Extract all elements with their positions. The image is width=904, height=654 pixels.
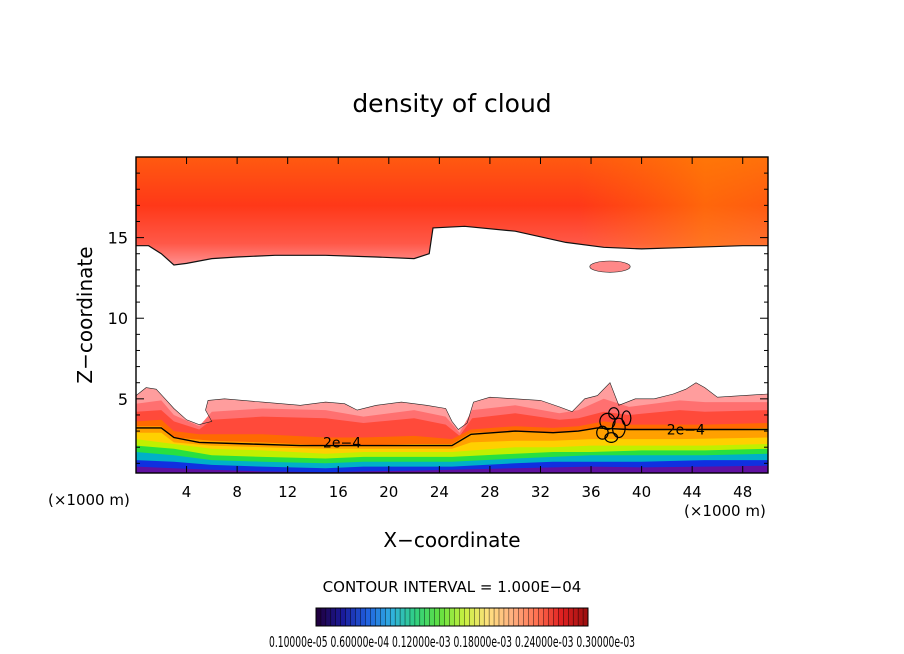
convective-contour-loop-2 bbox=[608, 407, 620, 420]
colorbar-swatch bbox=[558, 607, 564, 627]
colorbar-swatch bbox=[483, 607, 490, 627]
y-axis: 5 10 15 bbox=[108, 172, 768, 464]
colorbar-swatch bbox=[394, 607, 401, 627]
colorbar-swatch bbox=[325, 607, 332, 627]
x-unit-left: (×1000 m) bbox=[48, 491, 130, 509]
colorbar-frame bbox=[315, 607, 589, 627]
colorbar-swatch bbox=[414, 607, 421, 627]
colorbar-swatch bbox=[568, 607, 574, 627]
colorbar-swatch bbox=[469, 607, 475, 627]
colorbar-swatch bbox=[553, 607, 559, 627]
colorbar-swatch bbox=[340, 607, 347, 627]
colorbar-swatch bbox=[375, 607, 381, 627]
colorbar-swatch bbox=[488, 607, 495, 627]
colorbar-swatch bbox=[439, 607, 446, 627]
colorbar-swatch bbox=[523, 607, 530, 627]
colorbar-swatch bbox=[572, 607, 579, 627]
x-unit-right: (×1000 m) bbox=[684, 502, 766, 520]
x-tick-label: 12 bbox=[278, 483, 297, 501]
y-tick-label: 15 bbox=[108, 229, 128, 248]
colorbar-swatch bbox=[464, 607, 470, 627]
colorbar-swatch bbox=[538, 607, 544, 627]
colorbar-swatch bbox=[380, 607, 386, 627]
colorbar-swatch bbox=[459, 607, 465, 627]
colorbar-swatch bbox=[508, 607, 515, 627]
convective-contour-tangle bbox=[596, 407, 632, 443]
x-tick-label: 32 bbox=[531, 483, 550, 501]
y-tick-label: 10 bbox=[108, 309, 128, 328]
x-tick-label: 16 bbox=[329, 483, 348, 501]
x-axis: 4 8 12 16 20 24 28 32 36 40 44 48 bbox=[182, 157, 752, 501]
colorbar-swatch bbox=[385, 607, 391, 627]
y-tick-label: 5 bbox=[118, 390, 128, 409]
convective-contour-loop-1 bbox=[611, 417, 626, 439]
colorbar-swatch bbox=[350, 607, 357, 627]
colorbar-swatch bbox=[320, 607, 327, 627]
colorbar-swatch bbox=[429, 607, 436, 627]
lower-cloud-boundary-contour bbox=[136, 382, 768, 430]
convective-contour-loop-4 bbox=[621, 410, 632, 427]
colorbar-swatch bbox=[513, 607, 520, 627]
chart-title: density of cloud bbox=[352, 89, 551, 118]
plot-area bbox=[136, 157, 768, 473]
x-tick-label: 40 bbox=[632, 483, 651, 501]
cloud-band-9 bbox=[136, 465, 768, 473]
colorbar-swatch bbox=[330, 607, 337, 627]
colorbar-swatch bbox=[548, 607, 554, 627]
contour-label-0: 2e−4 bbox=[323, 435, 361, 451]
colorbar-swatch bbox=[503, 607, 510, 627]
x-tick-label: 44 bbox=[683, 483, 702, 501]
y-axis-label: Z−coordinate bbox=[73, 246, 97, 383]
convective-contour-loop-5 bbox=[604, 432, 619, 443]
colorbar-swatch bbox=[355, 607, 362, 627]
colorbar-swatch bbox=[528, 607, 535, 627]
x-tick-label: 4 bbox=[182, 483, 192, 501]
colorbar-swatch bbox=[493, 607, 500, 627]
colorbar-swatch bbox=[454, 607, 460, 627]
colorbar bbox=[315, 607, 589, 627]
colorbar-swatch bbox=[498, 607, 505, 627]
upper-cloud-boundary-contour bbox=[136, 225, 768, 266]
contour-line-2e-4 bbox=[136, 427, 768, 447]
colorbar-swatch bbox=[533, 607, 540, 627]
colorbar-swatch bbox=[399, 607, 406, 627]
colorbar-swatch bbox=[419, 607, 426, 627]
colorbar-swatch bbox=[479, 607, 485, 627]
contour-interval-text: CONTOUR INTERVAL = 1.000E−04 bbox=[323, 578, 582, 596]
colorbar-swatch bbox=[345, 607, 352, 627]
contour-label-1: 2e−4 bbox=[667, 422, 705, 438]
colorbar-swatch bbox=[409, 607, 416, 627]
colorbar-swatch bbox=[370, 607, 376, 627]
colorbar-swatch bbox=[404, 607, 411, 627]
colorbar-swatch bbox=[563, 607, 569, 627]
x-tick-label: 8 bbox=[232, 483, 242, 501]
colorbar-labels: 0.10000e-05 0.60000e-04 0.12000e-03 0.18… bbox=[269, 633, 635, 651]
colorbar-swatch bbox=[474, 607, 480, 627]
x-tick-label: 24 bbox=[430, 483, 449, 501]
contour-labels: 2e−4 2e−4 bbox=[323, 422, 705, 451]
x-tick-label: 28 bbox=[480, 483, 499, 501]
colorbar-swatch bbox=[434, 607, 441, 627]
x-tick-label: 20 bbox=[379, 483, 398, 501]
colorbar-swatch bbox=[449, 607, 455, 627]
x-tick-label: 36 bbox=[581, 483, 600, 501]
colorbar-swatch bbox=[335, 607, 342, 627]
plot-frame bbox=[135, 156, 769, 474]
upper-cloud-edge-shading bbox=[136, 157, 768, 265]
colorbar-swatch bbox=[543, 607, 549, 627]
colorbar-swatch bbox=[389, 607, 396, 627]
colorbar-swatch bbox=[518, 607, 525, 627]
x-tick-label: 48 bbox=[733, 483, 752, 501]
x-axis-label: X−coordinate bbox=[383, 528, 520, 552]
colorbar-swatch bbox=[444, 607, 451, 627]
colorbar-swatch bbox=[315, 607, 322, 627]
colorbar-swatch bbox=[360, 607, 366, 627]
colorbar-swatch bbox=[424, 607, 431, 627]
upper-cloud-patch bbox=[589, 260, 631, 273]
colorbar-swatch bbox=[577, 607, 584, 627]
colorbar-swatch bbox=[365, 607, 371, 627]
